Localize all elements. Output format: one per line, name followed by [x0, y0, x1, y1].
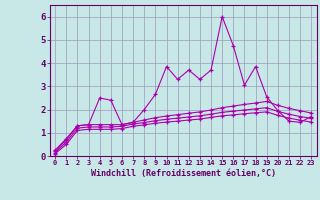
- X-axis label: Windchill (Refroidissement éolien,°C): Windchill (Refroidissement éolien,°C): [91, 169, 276, 178]
